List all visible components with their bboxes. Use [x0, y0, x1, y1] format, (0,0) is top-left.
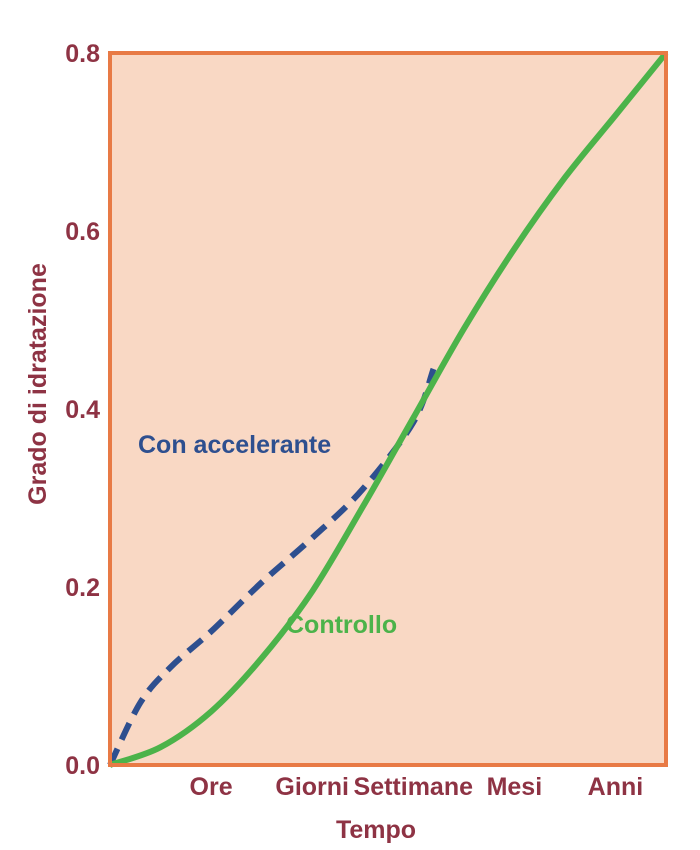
series-label-controllo: Controllo — [286, 611, 397, 639]
y-tick-label: 0.2 — [65, 574, 100, 602]
y-tick-label: 0.8 — [65, 40, 100, 68]
x-tick-label: Anni — [588, 773, 644, 801]
y-axis-title: Grado di idratazione — [24, 263, 52, 505]
x-axis-ticks: Ore Giorni Settimane Mesi Anni — [190, 773, 644, 801]
y-tick-label: 0.0 — [65, 752, 100, 780]
x-tick-label: Ore — [190, 773, 233, 801]
series-label-con-accelerante: Con accelerante — [138, 431, 331, 459]
x-axis-title: Tempo — [336, 816, 416, 844]
x-tick-label: Giorni — [275, 773, 349, 801]
x-tick-label: Mesi — [487, 773, 543, 801]
plot-area — [110, 53, 666, 765]
y-tick-label: 0.4 — [65, 396, 100, 424]
plot-frame — [108, 51, 668, 767]
series-lines — [107, 51, 669, 768]
y-tick-label: 0.6 — [65, 218, 100, 246]
series-line-controllo — [108, 51, 669, 768]
x-tick-label: Settimane — [354, 773, 474, 801]
y-axis-ticks: 0.0 0.2 0.4 0.6 0.8 — [65, 40, 100, 780]
